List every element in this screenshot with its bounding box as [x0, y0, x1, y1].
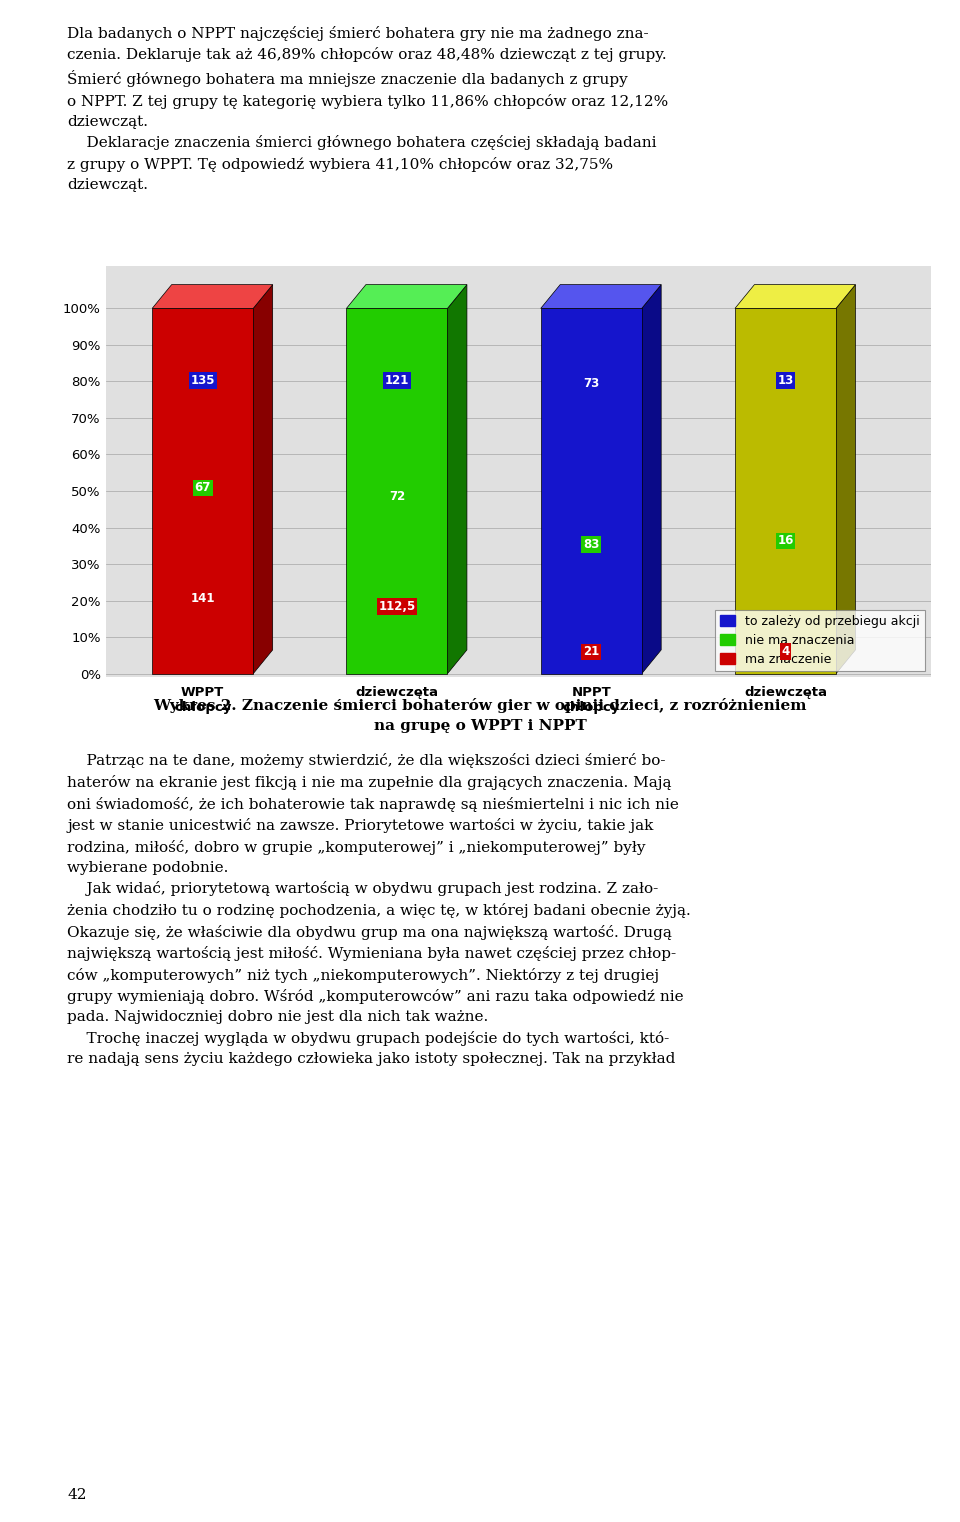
- Text: 13: 13: [778, 374, 794, 387]
- Text: 42: 42: [67, 1489, 86, 1502]
- Polygon shape: [836, 285, 855, 674]
- Text: Wykres 2. Znaczenie śmierci bohaterów gier w opinii dzieci, z rozróżnieniem
na g: Wykres 2. Znaczenie śmierci bohaterów gi…: [154, 699, 806, 732]
- Bar: [540, 309, 641, 674]
- Polygon shape: [253, 285, 273, 674]
- Text: Dla badanych o NPPT najczęściej śmierć bohatera gry nie ma żadnego zna-
czenia. : Dla badanych o NPPT najczęściej śmierć b…: [67, 26, 668, 192]
- Polygon shape: [447, 285, 467, 674]
- Text: 4: 4: [781, 645, 790, 658]
- Polygon shape: [735, 285, 855, 309]
- Legend: to zależy od przebiegu akcji, nie ma znaczenia, ma znaczenie: to zależy od przebiegu akcji, nie ma zna…: [715, 609, 924, 671]
- Text: 83: 83: [583, 539, 599, 551]
- Polygon shape: [540, 285, 661, 309]
- Text: 112,5: 112,5: [378, 600, 416, 613]
- Text: 73: 73: [583, 377, 599, 390]
- Text: 121: 121: [385, 374, 409, 387]
- Polygon shape: [347, 285, 467, 309]
- Bar: [347, 309, 447, 674]
- Text: Patrząc na te dane, możemy stwierdzić, że dla większości dzieci śmierć bo-
hater: Patrząc na te dane, możemy stwierdzić, ż…: [67, 753, 691, 1065]
- Text: 135: 135: [190, 374, 215, 387]
- Bar: [735, 309, 836, 674]
- Text: 67: 67: [195, 481, 211, 495]
- Text: 141: 141: [190, 592, 215, 606]
- Text: 21: 21: [583, 645, 599, 659]
- Polygon shape: [641, 285, 661, 674]
- Polygon shape: [153, 285, 273, 309]
- Bar: [153, 309, 253, 674]
- Text: 16: 16: [778, 534, 794, 548]
- Text: 72: 72: [389, 490, 405, 502]
